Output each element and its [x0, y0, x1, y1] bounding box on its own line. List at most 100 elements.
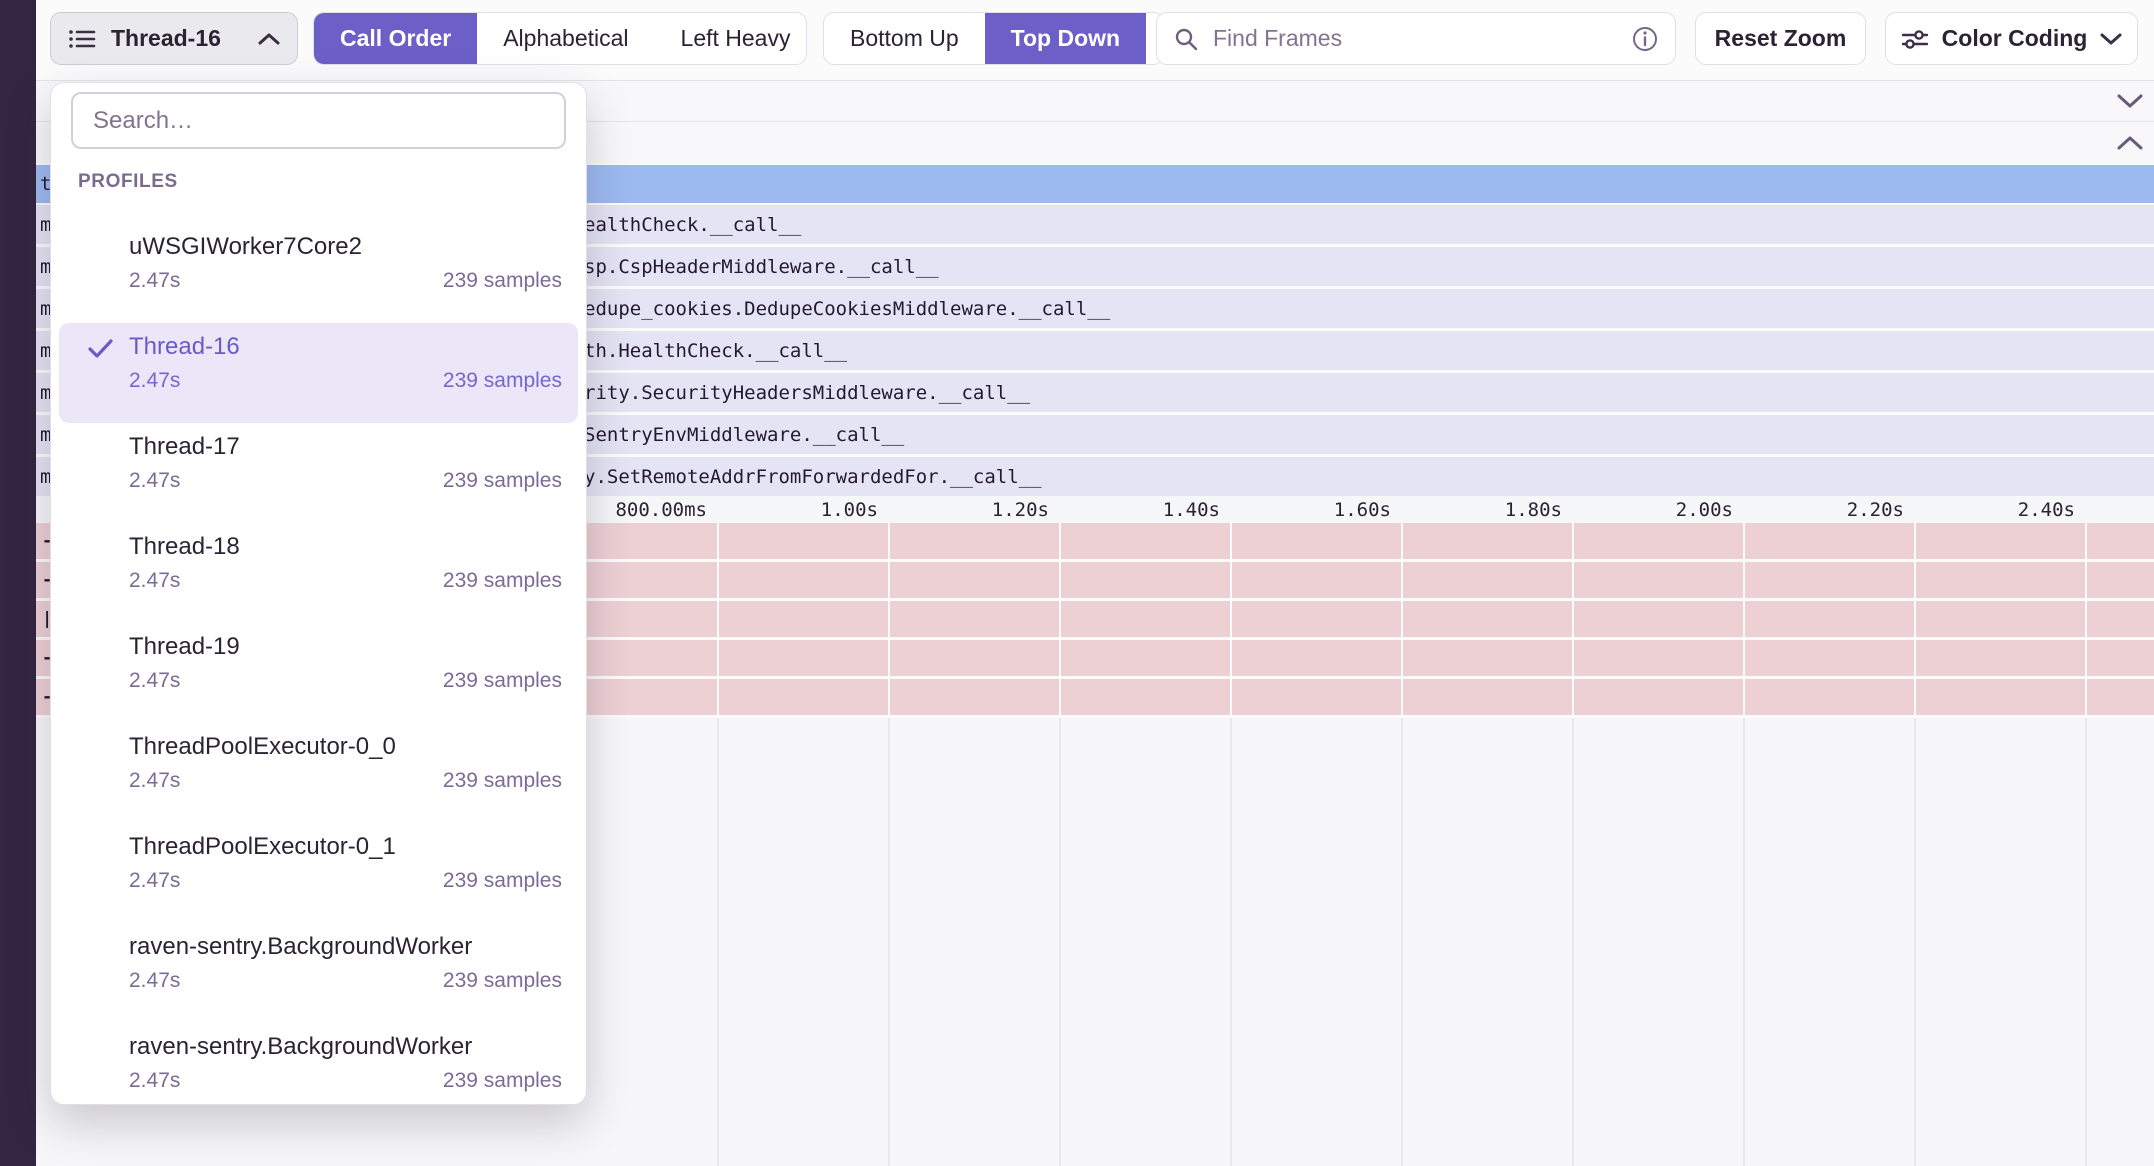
chevron-down-icon [2099, 32, 2123, 46]
frame-text: edupe_cookies.DedupeCookiesMiddleware.__… [584, 298, 1110, 320]
gridline [717, 523, 719, 715]
color-coding-label: Color Coding [1942, 25, 2088, 52]
profile-option[interactable]: raven-sentry.BackgroundWorker 2.47s 239 sa… [59, 1023, 578, 1123]
gridline [717, 718, 719, 1166]
profile-option[interactable]: uWSGIWorker7Core2 2.47s 239 samples [59, 223, 578, 323]
profile-samples: 239 samples [443, 669, 562, 693]
profile-option[interactable]: raven-sentry.BackgroundWorker2.47s239 sa… [59, 923, 578, 1023]
profile-samples: 239 samples [443, 869, 562, 893]
toolbar: Thread-16 Call Order Alphabetical Left H… [36, 0, 2154, 80]
direction-option-top-down[interactable]: Top Down [985, 13, 1146, 64]
sort-option-left-heavy[interactable]: Left Heavy [655, 13, 807, 64]
profile-meta: 2.47s 239 samples [129, 769, 562, 793]
thread-selector-label: Thread-16 [111, 25, 243, 52]
list-icon [67, 26, 97, 52]
gridline [1914, 718, 1916, 1166]
reset-zoom-button[interactable]: Reset Zoom [1695, 12, 1866, 65]
profile-name: Thread-16 [129, 331, 562, 363]
profiles-dropdown: PROFILES uWSGIWorker7Core2 2.47s 239 sampl… [50, 82, 587, 1105]
profile-duration: 2.47s [129, 1069, 180, 1093]
direction-option-bottom-up[interactable]: Bottom Up [824, 13, 985, 64]
profiles-list: uWSGIWorker7Core22.47s239 samplesThread-… [51, 223, 586, 1123]
gridline [1914, 523, 1916, 715]
profiles-search-box[interactable] [71, 92, 566, 149]
profiler-screen: t mealthCheck.__call__msp.CspHeaderMiddl… [0, 0, 2154, 1166]
axis-tick-label: 2.00s [1547, 499, 1733, 521]
profile-name: raven-sentry.BackgroundWorker [129, 1031, 562, 1063]
profile-samples: 239 samples [443, 369, 562, 393]
profile-samples: 239 samples [443, 969, 562, 993]
profile-name: ThreadPoolExecutor-0_0 [129, 731, 562, 763]
color-coding-button[interactable]: Color Coding [1885, 12, 2138, 65]
profile-meta: 2.47s 239 samples [129, 269, 562, 293]
sort-option-call-order[interactable]: Call Order [314, 13, 477, 64]
gridline [2085, 523, 2087, 715]
profile-duration: 2.47s [129, 669, 180, 693]
profile-meta: 2.47s 239 samples [129, 669, 562, 693]
gridline [2085, 718, 2087, 1166]
axis-tick-label: 1.80s [1376, 499, 1562, 521]
profile-name: Thread-17 [129, 431, 562, 463]
profile-option[interactable]: ThreadPoolExecutor-0_1 2.47s239 samples [59, 823, 578, 923]
sliders-icon [1900, 27, 1930, 51]
find-frames-searchbox[interactable] [1156, 12, 1676, 65]
profile-option[interactable]: Thread-19 2.47s 239 samples [59, 623, 578, 723]
frame-text: ealthCheck.__call__ [584, 214, 801, 236]
profile-samples: 239 samples [443, 469, 562, 493]
direction-toggle-group: Bottom Up Top Down [823, 12, 1164, 65]
profiles-search-input[interactable] [91, 106, 546, 136]
app-sidebar-strip [0, 0, 36, 1166]
frame-text: rity.SecurityHeadersMiddleware.__call__ [584, 382, 1030, 404]
profile-option[interactable]: Thread-17 2.47s239 samples [59, 423, 578, 523]
profile-samples: 239 samples [443, 769, 562, 793]
profile-name: ThreadPoolExecutor-0_1 [129, 831, 562, 863]
gridline [1401, 718, 1403, 1166]
info-icon[interactable] [1631, 25, 1659, 53]
gridline [888, 718, 890, 1166]
axis-tick-label: 1.00s [692, 499, 878, 521]
find-frames-input[interactable] [1211, 24, 1619, 53]
frame-text: th.HealthCheck.__call__ [584, 340, 847, 362]
profile-name: Thread-19 [129, 631, 562, 663]
gridline [1572, 523, 1574, 715]
gridline [1743, 718, 1745, 1166]
frame-text: y.SetRemoteAddrFromForwardedFor.__call__ [584, 466, 1042, 488]
profile-samples: 239 samples [443, 569, 562, 593]
thread-selector-button[interactable]: Thread-16 [50, 12, 298, 65]
profiles-section-label: PROFILES [78, 171, 178, 193]
profile-option[interactable]: Thread-16 2.47s 239 samples [59, 323, 578, 423]
profile-name: uWSGIWorker7Core2 [129, 231, 562, 263]
profile-name: Thread-18 [129, 531, 562, 563]
profile-option[interactable]: Thread-18 2.47s 239 samples [59, 523, 578, 623]
profile-samples: 239 samples [443, 269, 562, 293]
profile-samples: 239 samples [443, 1069, 562, 1093]
profile-duration: 2.47s [129, 969, 180, 993]
profile-duration: 2.47s [129, 569, 180, 593]
gridline [888, 523, 890, 715]
axis-tick-label: 1.40s [1034, 499, 1220, 521]
sort-option-alphabetical[interactable]: Alphabetical [477, 13, 654, 64]
frame-text: sp.CspHeaderMiddleware.__call__ [584, 256, 939, 278]
gridline [1059, 718, 1061, 1166]
axis-tick-label: 2.40s [1889, 499, 2075, 521]
gridline [1059, 523, 1061, 715]
profile-meta: 2.47s 239 samples [129, 1069, 562, 1093]
check-icon [87, 337, 115, 361]
profile-duration: 2.47s [129, 369, 180, 393]
gridline [1230, 523, 1232, 715]
chevron-down-icon[interactable] [2116, 93, 2144, 109]
profile-option[interactable]: ThreadPoolExecutor-0_0 2.47s 239 samples [59, 723, 578, 823]
search-icon [1173, 26, 1199, 52]
profile-meta: 2.47s 239 samples [129, 369, 562, 393]
profile-meta: 2.47s 239 samples [129, 569, 562, 593]
chevron-up-icon[interactable] [2116, 135, 2144, 151]
profile-meta: 2.47s 239 samples [129, 969, 562, 993]
profile-duration: 2.47s [129, 769, 180, 793]
axis-tick-label: 1.20s [863, 499, 1049, 521]
profile-duration: 2.47s [129, 269, 180, 293]
profile-meta: 2.47s239 samples [129, 469, 562, 493]
profile-meta: 2.47s239 samples [129, 869, 562, 893]
frame-text: SentryEnvMiddleware.__call__ [584, 424, 904, 446]
axis-tick-label: 2.20s [1718, 499, 1904, 521]
sort-toggle-group: Call Order Alphabetical Left Heavy [313, 12, 807, 65]
